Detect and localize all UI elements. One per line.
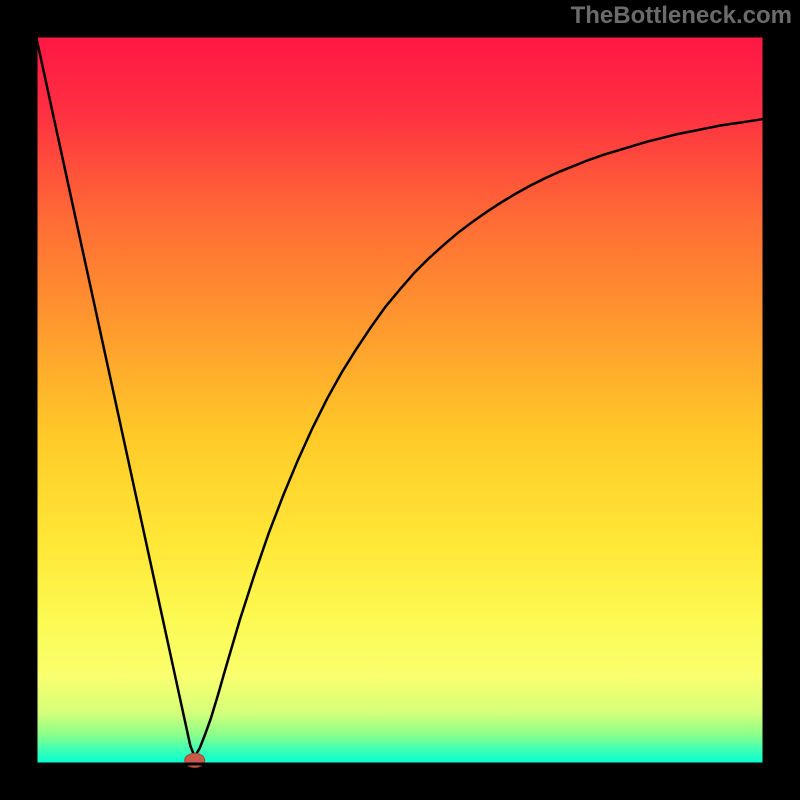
chart-container: TheBottleneck.com	[0, 0, 800, 800]
plot-background	[36, 36, 764, 764]
watermark-text: TheBottleneck.com	[571, 2, 792, 30]
bottleneck-chart	[0, 0, 800, 800]
